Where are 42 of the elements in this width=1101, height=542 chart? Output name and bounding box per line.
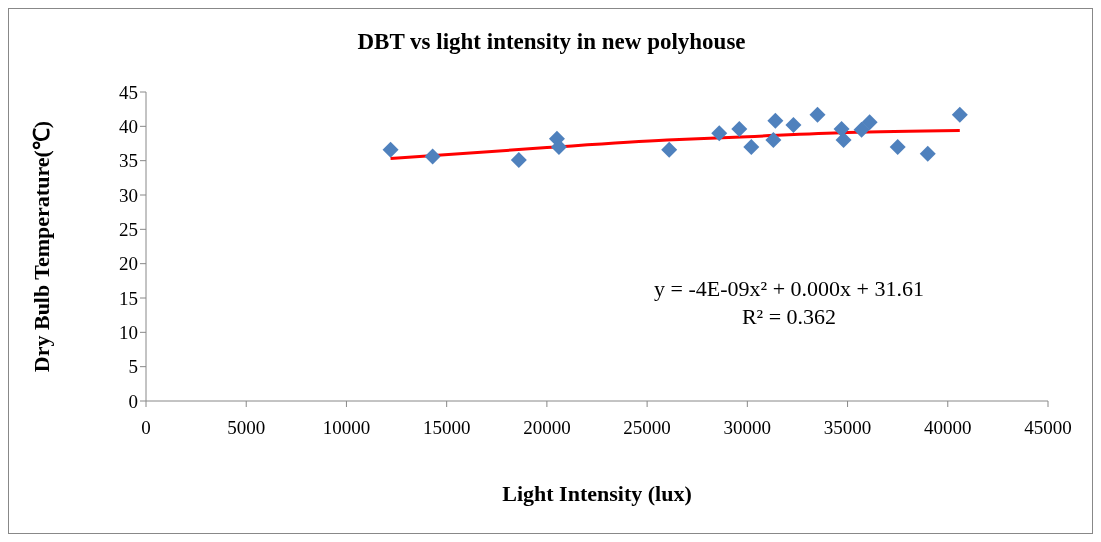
x-tick-label: 40000	[924, 417, 972, 439]
x-tick-label: 35000	[823, 417, 872, 439]
x-tick-label: 25000	[623, 417, 671, 439]
y-tick-label: 5	[128, 356, 138, 378]
point	[853, 121, 870, 138]
point	[833, 121, 850, 138]
x-tick-label: 20000	[523, 417, 571, 439]
annotation: y = -4E-09x² + 0.000x + 31.61	[653, 275, 925, 303]
x-tick-label: 30000	[723, 417, 772, 439]
point	[861, 114, 878, 131]
point	[767, 112, 784, 129]
point	[919, 145, 936, 162]
x-axis-title: Light Intensity (lux)	[502, 481, 692, 506]
point	[731, 121, 748, 138]
point	[785, 116, 802, 133]
y-tick-label: 35	[119, 150, 138, 172]
point	[424, 148, 441, 165]
y-axis-title: Dry Bulb Temperature(℃)	[28, 120, 54, 373]
x-tick-label: 10000	[322, 417, 371, 439]
y-tick-label: 20	[119, 253, 138, 275]
annotation: R² = 0.362	[740, 303, 838, 331]
x-tick-label: 15000	[422, 417, 471, 439]
point	[661, 141, 678, 158]
point	[809, 106, 826, 123]
x-tick-label: 5000	[227, 417, 266, 439]
point	[711, 125, 728, 142]
point	[889, 138, 906, 155]
y-tick-label: 40	[119, 116, 138, 138]
y-tick-label: 30	[119, 184, 138, 206]
point	[510, 151, 527, 168]
chart-title: DBT vs light intensity in new polyhouse	[356, 29, 747, 55]
x-tick-label: 45000	[1024, 417, 1072, 439]
y-tick-label: 10	[119, 322, 138, 344]
point	[743, 138, 760, 155]
point	[835, 132, 852, 149]
point	[951, 106, 968, 123]
point	[382, 141, 399, 158]
y-tick-label: 0	[128, 390, 138, 412]
y-tick-label: 45	[119, 81, 138, 103]
y-tick-label: 15	[119, 287, 138, 309]
point	[765, 132, 782, 149]
y-tick-label: 25	[119, 219, 138, 241]
